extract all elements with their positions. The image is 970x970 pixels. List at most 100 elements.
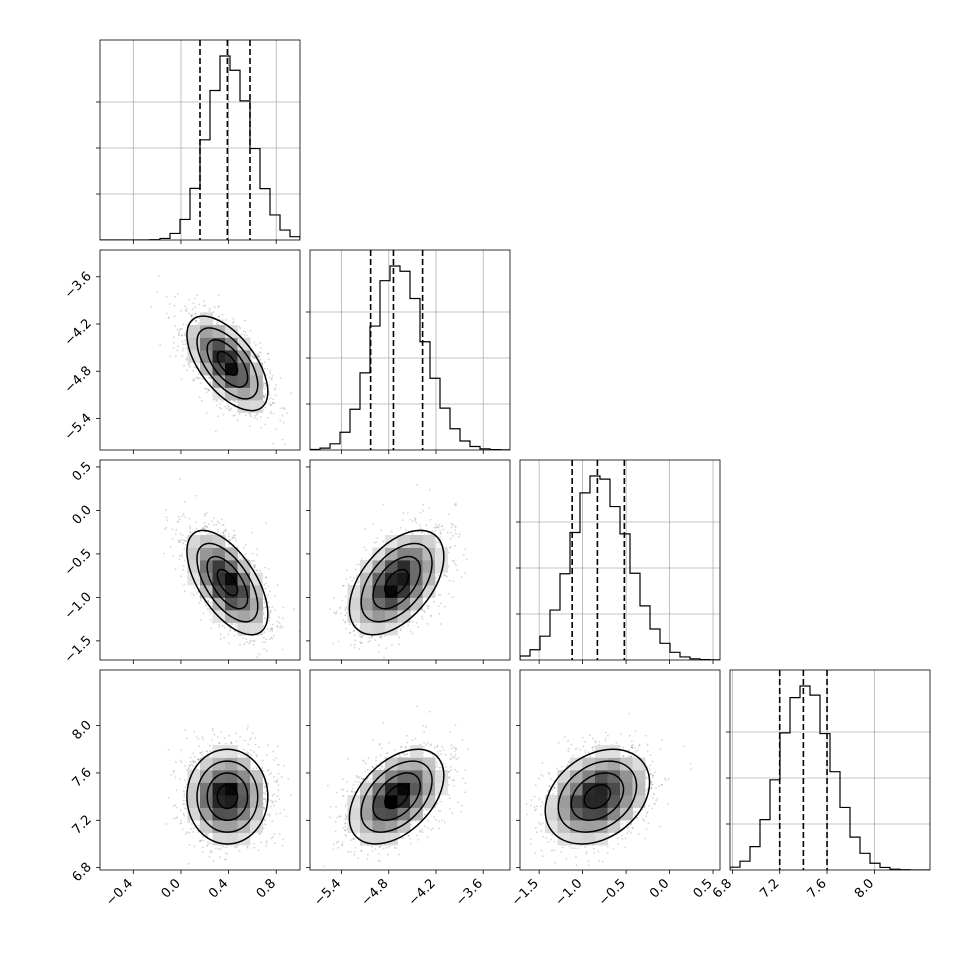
- sample-point: [185, 543, 187, 546]
- sample-point: [181, 538, 184, 541]
- sample-point: [188, 312, 190, 315]
- sample-point: [186, 369, 189, 372]
- sample-point: [203, 527, 206, 530]
- sample-point: [379, 636, 382, 638]
- sample-point: [398, 643, 401, 646]
- sample-point: [267, 594, 270, 597]
- sample-point: [401, 519, 404, 521]
- sample-point: [178, 518, 181, 521]
- sample-point: [251, 560, 254, 562]
- sample-point: [198, 396, 201, 399]
- sample-point: [208, 388, 210, 391]
- sample-point: [180, 309, 182, 312]
- sample-point: [273, 665, 275, 667]
- sample-point: [428, 506, 431, 509]
- sample-point: [260, 426, 262, 429]
- sample-point: [268, 606, 270, 609]
- sample-point: [271, 375, 274, 377]
- sample-point: [217, 294, 220, 297]
- sample-point: [216, 321, 219, 324]
- sample-point: [264, 606, 267, 609]
- sample-point: [196, 364, 199, 367]
- sample-point: [188, 517, 191, 520]
- sample-point: [265, 582, 268, 585]
- sample-point: [270, 378, 273, 381]
- sample-point: [412, 610, 415, 613]
- sample-point: [251, 552, 254, 555]
- density-cell: [237, 560, 251, 573]
- sample-point: [229, 629, 232, 632]
- sample-point: [333, 611, 335, 614]
- sample-point: [264, 384, 267, 387]
- sample-point: [227, 642, 230, 645]
- sample-point: [199, 599, 202, 602]
- sample-point: [253, 565, 255, 568]
- sample-point: [186, 357, 188, 359]
- sample-point: [264, 641, 267, 644]
- sample-point: [192, 369, 195, 372]
- sample-point: [227, 409, 230, 411]
- sample-point: [411, 632, 414, 635]
- sample-point: [178, 558, 181, 561]
- sample-point: [415, 522, 418, 524]
- sample-point: [207, 523, 210, 525]
- sample-point: [253, 356, 256, 359]
- sample-point: [174, 295, 177, 298]
- sample-point: [225, 530, 227, 533]
- sample-point: [353, 643, 356, 646]
- sample-point: [188, 363, 190, 366]
- sample-point: [250, 531, 253, 534]
- sample-point: [453, 559, 455, 562]
- sample-point: [265, 522, 267, 524]
- sample-point: [207, 599, 209, 602]
- sample-point: [165, 295, 168, 298]
- sample-point: [439, 623, 442, 625]
- sample-point: [228, 539, 231, 542]
- sample-point: [232, 414, 235, 417]
- sample-point: [446, 531, 449, 534]
- sample-point: [219, 402, 222, 405]
- sample-point: [358, 635, 361, 637]
- sample-point: [206, 525, 209, 528]
- sample-point: [271, 623, 274, 626]
- sample-point: [181, 355, 184, 357]
- sample-point: [264, 423, 267, 426]
- panel-frame-1-0: [99, 249, 301, 451]
- sample-point: [245, 638, 248, 640]
- sample-point: [184, 309, 187, 312]
- sample-point: [224, 406, 227, 408]
- sample-point: [434, 529, 436, 532]
- density-cell: [212, 350, 226, 363]
- sample-point: [274, 394, 277, 397]
- sample-point: [256, 663, 258, 665]
- sample-point: [400, 526, 403, 529]
- sample-point: [268, 638, 271, 641]
- sample-point: [272, 634, 275, 637]
- sample-point: [183, 548, 186, 551]
- sample-point: [209, 601, 212, 604]
- y-tick-label-2-3: 0.0: [70, 503, 95, 528]
- sample-point: [172, 347, 175, 349]
- sample-point: [235, 539, 238, 542]
- sample-point: [181, 334, 183, 336]
- sample-point: [454, 526, 457, 529]
- sample-point: [264, 382, 266, 385]
- sample-point: [181, 328, 183, 330]
- sample-point: [452, 580, 455, 582]
- sample-point: [169, 546, 172, 548]
- sample-point: [212, 318, 215, 321]
- sample-point: [279, 624, 282, 627]
- sample-point: [447, 593, 450, 595]
- sample-point: [192, 378, 195, 380]
- sample-point: [238, 558, 241, 561]
- sample-point: [271, 627, 274, 630]
- y-tick-label-2-4: 0.5: [70, 459, 95, 484]
- sample-point: [269, 369, 271, 372]
- sample-point: [176, 328, 179, 331]
- sample-point: [359, 641, 362, 643]
- sample-point: [258, 355, 260, 357]
- sample-point: [276, 625, 279, 628]
- sample-point: [235, 625, 238, 627]
- sample-point: [222, 532, 225, 534]
- sample-point: [177, 520, 180, 523]
